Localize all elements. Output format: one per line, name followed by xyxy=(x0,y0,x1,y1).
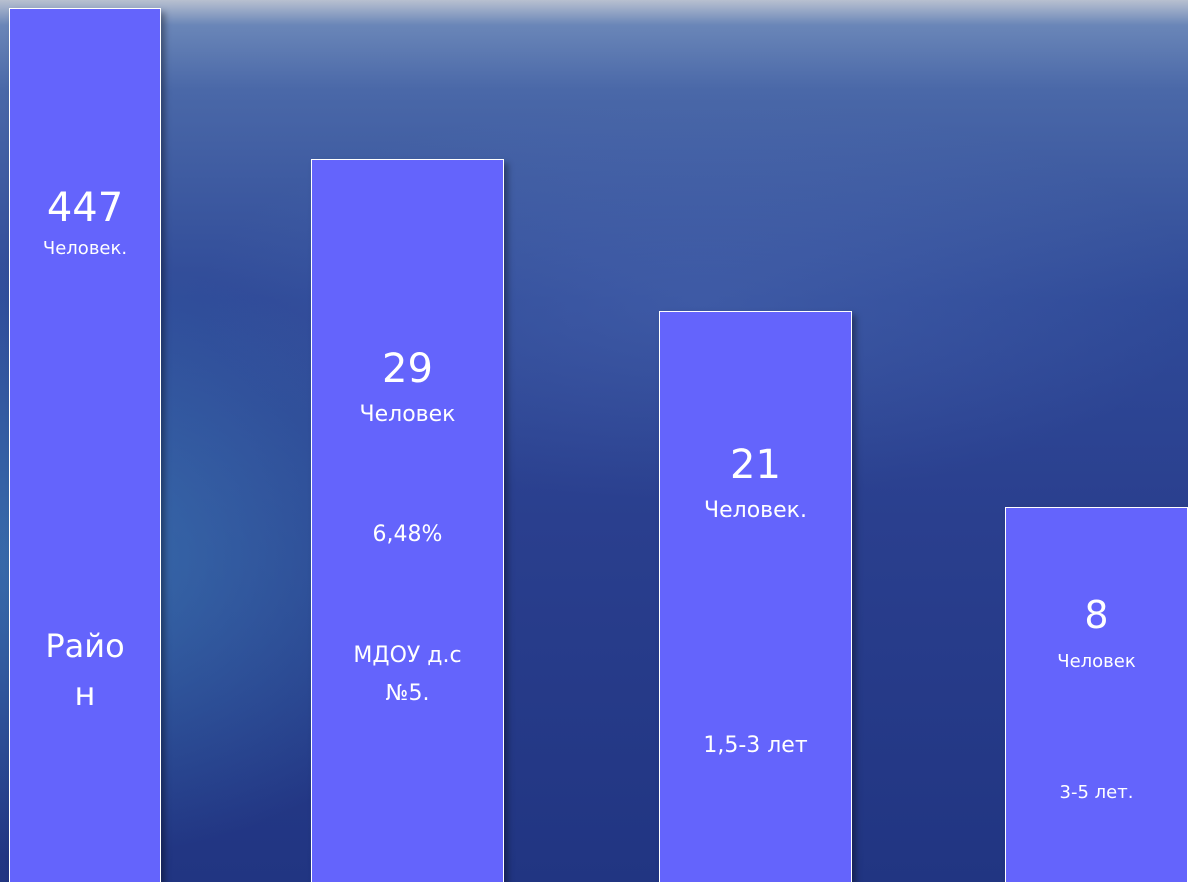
box-value: 29 xyxy=(312,346,503,392)
box-value: 21 xyxy=(660,442,851,488)
box-value: 8 xyxy=(1006,594,1187,638)
box: 447 Человек. Район xyxy=(9,8,161,882)
box-unit: Человек. xyxy=(660,498,851,523)
slide: 447 Человек. Район 29 Человек 6,48% МДОУ… xyxy=(0,0,1188,882)
box: 8 Человек 3-5 лет. xyxy=(1005,507,1188,882)
box-label-wrap: Район xyxy=(10,622,160,718)
box-label: 3-5 лет. xyxy=(1006,783,1187,804)
box-label: Район xyxy=(43,622,127,718)
box-share: 6,48% xyxy=(312,522,503,547)
box-label: МДОУ д.с №5. xyxy=(338,637,478,713)
box: 29 Человек 6,48% МДОУ д.с №5. xyxy=(311,159,504,882)
box-value: 447 xyxy=(10,185,160,231)
box-unit: Человек. xyxy=(10,239,160,260)
box-unit: Человек xyxy=(1006,652,1187,673)
box: 21 Человек. 1,5-3 лет xyxy=(659,311,852,882)
box-label: 1,5-3 лет xyxy=(660,733,851,758)
box-unit: Человек xyxy=(312,402,503,427)
